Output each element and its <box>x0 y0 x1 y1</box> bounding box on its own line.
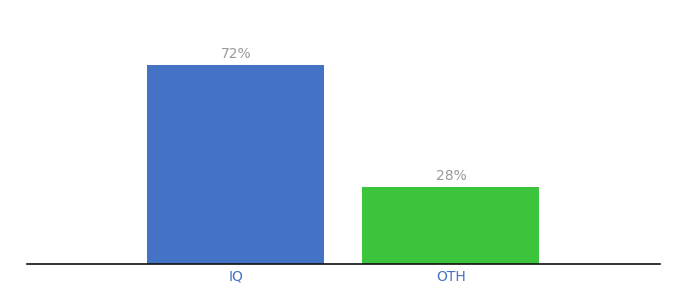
Text: 28%: 28% <box>435 169 466 182</box>
Bar <box>362 187 539 264</box>
Text: 72%: 72% <box>220 47 251 61</box>
Bar <box>148 65 324 264</box>
